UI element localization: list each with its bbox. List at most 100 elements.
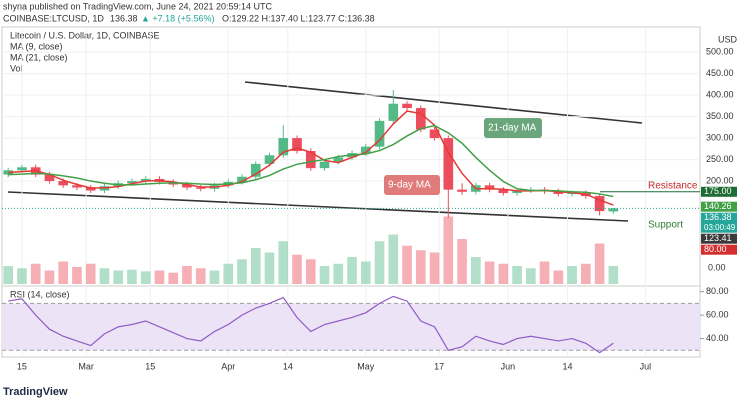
volume-bar (388, 234, 399, 284)
candle-body (72, 185, 82, 188)
candle-body (402, 103, 412, 109)
volume-bar (264, 252, 275, 284)
price-label-box (701, 233, 737, 244)
candle-body (44, 174, 55, 182)
volume-bar (608, 266, 619, 284)
candle-body (127, 181, 137, 184)
volume-bar (3, 266, 14, 284)
volume-bar (319, 266, 330, 284)
y-tick-label: 250.00 (706, 154, 734, 164)
legend-vol: Vol (10, 63, 23, 73)
volume-bar (127, 269, 137, 284)
y-tick-label: 200.00 (706, 175, 734, 185)
rsi-line (8, 295, 614, 354)
x-tick-label: Jun (501, 361, 516, 371)
volume-bar (567, 266, 577, 284)
change: ▲ +7.18 (+5.56%) (141, 13, 214, 23)
annotation-box (484, 118, 542, 138)
candle-body (594, 196, 605, 212)
y-tick-label: 300.00 (706, 132, 734, 142)
candle-body (250, 163, 261, 177)
volume-bar (99, 268, 110, 284)
volume-bar (237, 259, 247, 284)
rsi-tick-label: 40.00 (706, 333, 729, 343)
price-label-box (701, 186, 737, 197)
ma-line (8, 124, 614, 198)
price-label-box (701, 244, 737, 255)
volume-bar (85, 263, 96, 284)
candle-body (140, 178, 151, 182)
y-tick-label: 500.00 (706, 47, 734, 57)
price-label: 123.41 (704, 233, 732, 243)
volume-bar (140, 271, 151, 284)
legend-ma9: MA (9, close) (10, 41, 63, 51)
candle-body (429, 129, 440, 139)
candle-body (388, 103, 399, 121)
ohlc: O:129.22 H:137.40 L:123.77 C:136.38 (222, 13, 375, 23)
candle-body (443, 138, 454, 190)
last-price: 136.38 (110, 13, 138, 23)
y-tick-label: 400.00 (706, 90, 734, 100)
volume-bar (347, 257, 357, 284)
candle-body (374, 120, 385, 147)
volume-bar (278, 241, 289, 284)
rsi-band (2, 303, 700, 351)
price-label: 80.00 (704, 244, 727, 254)
price-label: 175.00 (704, 186, 732, 196)
volume-bar (484, 261, 495, 284)
candle-body (278, 138, 289, 156)
candle-body (182, 184, 192, 188)
volume-bar (305, 259, 316, 284)
volume-bar (44, 270, 55, 284)
volume-bar (553, 270, 564, 284)
x-tick-label: 15 (17, 361, 27, 371)
candle-body (292, 138, 302, 151)
candle-body (457, 189, 467, 192)
brand: TradingView (3, 386, 68, 398)
rsi-tick-label: 60.00 (706, 310, 729, 320)
candle-body (498, 189, 509, 194)
x-tick-label: 14 (563, 361, 573, 371)
y-tick-label: 350.00 (706, 111, 734, 121)
lower-trendline (7, 191, 629, 222)
volume-bar (250, 248, 261, 284)
volume-bar (17, 268, 27, 284)
volume-bar (512, 266, 522, 284)
volume-bar (526, 268, 536, 284)
annotation-box (384, 175, 440, 195)
legend-ma21: MA (21, close) (10, 52, 68, 62)
volume-bar (581, 263, 591, 284)
volume-bar (195, 268, 206, 284)
price-label: 136.38 (704, 212, 732, 222)
volume-bar (182, 266, 192, 284)
candle-body (319, 161, 330, 169)
x-tick-label: Jul (640, 361, 652, 371)
candle-body (333, 157, 344, 162)
volume-tick-label: 0.00 (708, 262, 726, 272)
volume-bar (539, 261, 550, 284)
candle-body (264, 155, 275, 164)
ma-line (8, 110, 614, 206)
volume-bar (292, 254, 302, 284)
symbol: COINBASE:LTCUSD, 1D (3, 13, 104, 23)
volume-bar (209, 270, 220, 284)
x-tick-label: May (357, 361, 375, 371)
candle-body (237, 176, 247, 182)
volume-bar (457, 239, 467, 284)
volume-bar (72, 266, 82, 284)
annotation: 9-day MA (388, 180, 431, 191)
candle-body (195, 187, 206, 189)
candle-body (484, 185, 495, 190)
volume-bar (415, 250, 426, 284)
volume-bar (443, 216, 454, 284)
candle-body (567, 193, 577, 195)
volume-bar (594, 243, 605, 284)
volume-bar (58, 261, 69, 284)
annotation: Support (648, 220, 683, 231)
x-tick-label: Apr (221, 361, 235, 371)
volume-bar (402, 245, 412, 284)
candle-body (305, 150, 316, 169)
volume-bar (360, 261, 371, 284)
